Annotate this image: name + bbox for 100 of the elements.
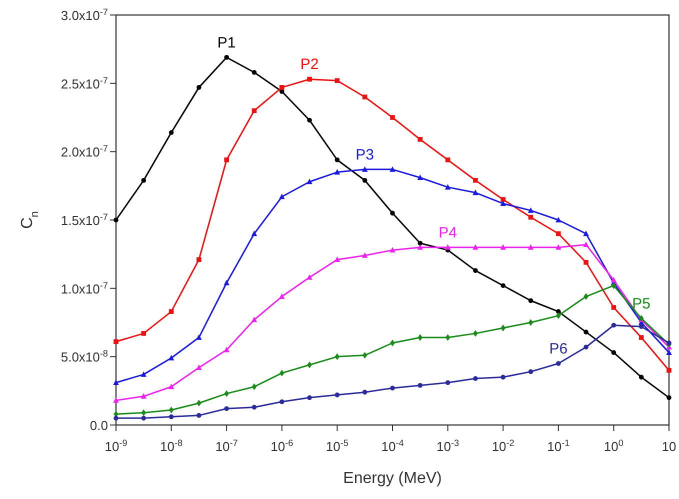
x-axis-title: Energy (MeV) <box>343 470 442 487</box>
x-tick-label: 10$^{-4}$ <box>381 438 404 454</box>
point <box>306 178 312 184</box>
y-tick-label: 0.0 <box>90 418 108 433</box>
point <box>611 305 616 310</box>
point <box>280 370 284 376</box>
point <box>500 374 506 380</box>
point <box>224 406 229 411</box>
y-tick-label: 1.5x10$^{-7}$ <box>60 212 108 228</box>
point <box>334 78 340 83</box>
series-label: P1 <box>217 34 236 52</box>
x-tick-label: 10 <box>662 439 676 454</box>
point <box>584 344 588 350</box>
point <box>307 76 312 82</box>
point <box>334 392 340 398</box>
point <box>666 368 672 373</box>
point <box>528 298 534 304</box>
point <box>584 330 588 334</box>
point <box>306 274 312 280</box>
x-tick-label: 10$^{-6}$ <box>270 438 294 454</box>
point <box>611 350 616 355</box>
point <box>473 330 478 337</box>
point <box>444 184 451 190</box>
series-label: P2 <box>300 56 319 74</box>
point <box>141 416 146 421</box>
point <box>307 118 312 123</box>
point <box>196 413 202 418</box>
point <box>500 324 506 332</box>
point <box>638 374 644 380</box>
point <box>334 353 340 360</box>
y-tick-label: 1.0x10$^{-7}$ <box>60 280 108 296</box>
point <box>500 200 506 206</box>
point <box>113 397 119 403</box>
point <box>390 115 395 120</box>
point <box>279 293 285 299</box>
point <box>390 246 396 252</box>
point <box>196 257 202 262</box>
point <box>168 406 174 414</box>
point <box>445 334 450 341</box>
point <box>611 282 616 289</box>
point <box>252 383 257 390</box>
point <box>417 174 424 180</box>
point <box>473 268 478 273</box>
point <box>610 277 617 283</box>
point <box>114 339 118 344</box>
point <box>280 399 284 404</box>
point <box>334 157 340 162</box>
point <box>114 218 118 222</box>
series-label: P5 <box>632 295 651 312</box>
point <box>556 216 562 222</box>
point <box>196 400 202 406</box>
point <box>362 94 368 100</box>
point <box>114 416 118 421</box>
point <box>473 376 478 381</box>
point <box>251 316 258 322</box>
point <box>168 414 174 420</box>
point <box>500 283 506 288</box>
point <box>556 361 561 366</box>
point <box>473 178 478 183</box>
point <box>168 354 174 360</box>
point <box>638 335 644 340</box>
point <box>472 190 478 196</box>
point <box>168 384 174 390</box>
point <box>528 369 534 374</box>
point <box>196 364 202 370</box>
point <box>444 244 451 250</box>
point <box>528 319 534 326</box>
y-tick-label: 3.0x10$^{-7}$ <box>60 7 108 23</box>
point <box>280 85 284 90</box>
point <box>666 349 672 355</box>
point <box>584 260 588 265</box>
point <box>418 334 423 341</box>
point <box>638 324 644 329</box>
point <box>224 390 229 397</box>
point <box>528 244 534 250</box>
point <box>196 85 202 90</box>
point <box>390 340 395 346</box>
y-tick-label: 2.5x10$^{-7}$ <box>60 75 108 92</box>
point <box>196 334 202 340</box>
point <box>141 331 146 336</box>
point <box>584 293 588 300</box>
point <box>418 382 423 388</box>
series-label: P4 <box>438 224 457 242</box>
point <box>556 231 561 236</box>
point <box>334 169 340 175</box>
x-tick-label: 10$^{-2}$ <box>492 438 514 454</box>
point <box>140 371 147 377</box>
point <box>445 380 450 386</box>
x-tick-label: 10$^{0}$ <box>604 438 624 454</box>
point <box>418 136 423 142</box>
point <box>390 166 396 172</box>
point <box>583 241 589 247</box>
x-tick-label: 10$^{-8}$ <box>160 438 183 454</box>
x-tick-label: 10$^{-7}$ <box>215 438 238 454</box>
point <box>224 157 229 162</box>
point <box>251 230 258 236</box>
point <box>528 207 534 213</box>
point <box>390 210 395 216</box>
point <box>362 252 368 258</box>
point <box>252 404 257 410</box>
